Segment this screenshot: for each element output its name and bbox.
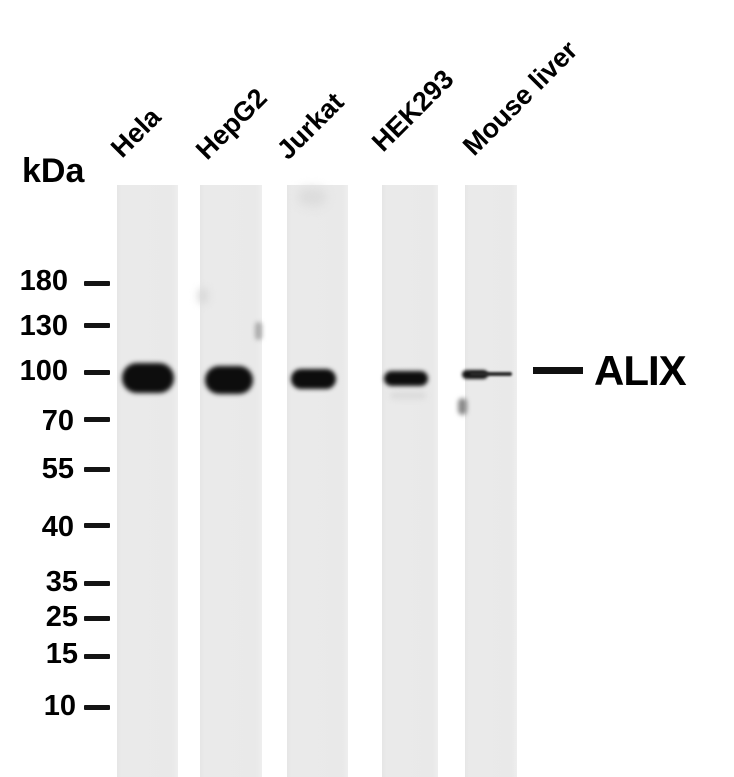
mw-tick-25 <box>84 616 110 621</box>
mw-tick-40 <box>84 523 110 528</box>
mw-tick-55 <box>84 467 110 472</box>
lane-label-jurkat: Jurkat <box>271 86 350 166</box>
mw-marker-55: 55 <box>41 453 74 485</box>
mw-marker-25: 25 <box>45 601 78 633</box>
alix-label: ALIX <box>594 347 687 394</box>
lane-hek293 <box>382 185 438 777</box>
band-jurkat <box>291 369 336 389</box>
mw-marker-35: 35 <box>45 566 78 598</box>
blot-artifact-hek293-shadow <box>390 392 426 399</box>
mw-marker-180: 180 <box>19 265 68 297</box>
mw-marker-130: 130 <box>19 310 68 342</box>
band-hela <box>122 363 174 393</box>
lane-label-hepg2: HepG2 <box>190 82 273 166</box>
alix-pointer-line <box>533 367 583 374</box>
mw-marker-100: 100 <box>19 355 68 387</box>
lane-label-hek293: HEK293 <box>366 63 460 158</box>
lane-hepg2 <box>200 185 262 777</box>
blot-artifact-hepg2-top <box>198 288 208 304</box>
band-hek293 <box>384 371 428 386</box>
lane-label-mouse-liver: Mouse liver <box>457 35 584 162</box>
kda-unit-label: kDa <box>22 152 85 190</box>
mw-marker-40: 40 <box>41 511 74 543</box>
mw-marker-10: 10 <box>43 690 76 722</box>
mw-tick-10 <box>84 705 110 710</box>
lane-mouse-liver <box>465 185 517 777</box>
lane-jurkat <box>287 185 348 777</box>
blot-artifact-mouse-liver <box>458 398 467 415</box>
band-mouse-liver-tail <box>470 372 512 376</box>
mw-tick-180 <box>84 281 110 286</box>
mw-tick-100 <box>84 370 110 375</box>
lane-label-hela: Hela <box>105 101 167 164</box>
mw-marker-70: 70 <box>41 405 74 437</box>
band-hepg2 <box>205 366 253 394</box>
mw-tick-130 <box>84 323 110 328</box>
mw-tick-15 <box>84 654 110 659</box>
lane-hela <box>117 185 178 777</box>
mw-marker-15: 15 <box>45 638 78 670</box>
mw-tick-35 <box>84 581 110 586</box>
blot-artifact-hepg2-edge <box>255 322 262 340</box>
blot-artifact-jurkat-top <box>298 188 326 206</box>
mw-tick-70 <box>84 417 110 422</box>
